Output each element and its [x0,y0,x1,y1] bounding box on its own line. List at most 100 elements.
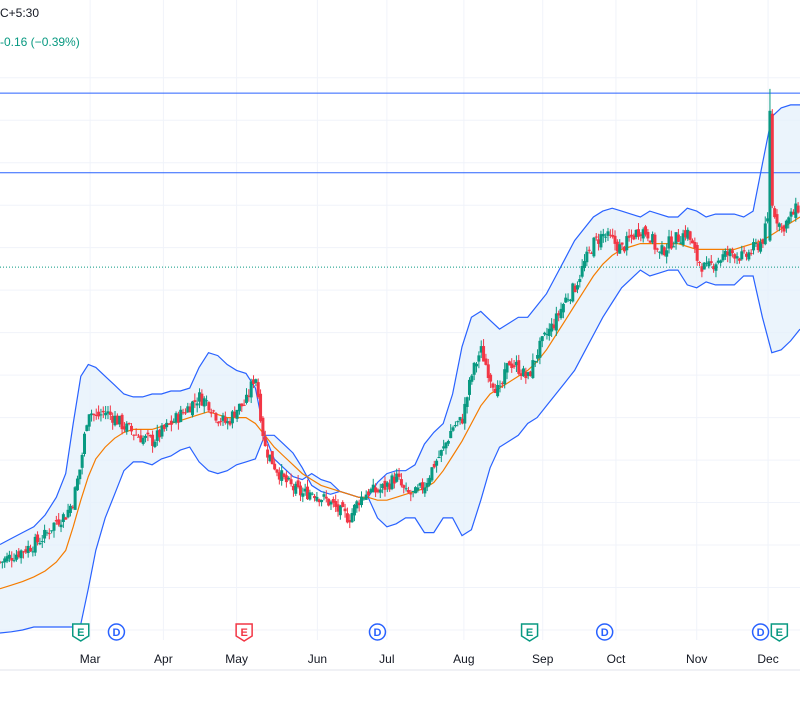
candle-body [615,241,619,252]
candle-body [313,495,317,499]
candle-body [627,235,631,238]
event-letter: D [112,627,120,639]
candle-body [557,313,561,316]
candles [0,88,800,569]
candle-body [139,435,143,443]
candle-body [794,203,798,218]
candle-body [543,332,547,335]
candle-body [714,264,718,271]
timezone-label: C+5:30 [0,6,40,20]
candle-body [578,279,582,283]
candle-body [432,463,436,468]
candle-body [275,469,279,473]
candle-body [223,417,227,423]
candle-body [57,519,61,525]
candle-body [669,236,673,249]
candle-body [59,524,63,528]
candle-body [205,400,209,402]
candle-body [108,411,112,415]
candle-body [273,463,277,470]
candle-body [416,487,420,491]
candle-body [446,440,450,444]
candle-body [186,406,190,413]
candle-body [599,234,603,248]
candle-body [665,250,669,257]
candle-body [529,371,533,377]
candle-body [345,513,349,523]
candle-body [29,547,33,552]
candle-body [674,232,678,244]
candle-body [226,421,230,424]
candle-body [3,558,7,563]
candle-body [777,223,781,227]
candle-body [90,413,94,416]
candle-body [740,251,744,260]
candle-body [129,425,133,432]
candle-body [784,220,788,229]
candle-body [705,262,709,264]
horizontal-lines[interactable] [0,92,800,268]
candle-body [120,414,124,430]
candle-body [261,417,265,437]
candle-body [559,308,563,319]
candle-body [540,336,544,342]
candle-body [592,237,596,257]
candle-body [221,415,225,421]
candle-body [228,421,232,425]
candle-body [618,244,622,254]
candle-body [428,477,432,485]
candle-body [782,225,786,232]
candle-body [5,556,9,562]
candle-body [676,234,680,242]
candle-body [141,437,145,444]
candle-body [83,433,87,454]
basis-line [0,216,800,590]
candle-body [315,496,319,501]
candle-body [298,485,302,496]
candle-body [587,249,591,251]
candle-body [45,532,49,534]
candle-body [244,394,248,403]
candle-body [190,401,194,416]
earnings-marker: E [72,623,90,642]
candle-body [7,554,11,559]
candle-body [134,434,138,436]
candle-body [747,252,751,260]
candle-body [686,229,690,239]
candle-body [151,434,155,446]
candle-body [597,239,601,244]
candle-body [331,499,335,503]
candle-body [707,261,711,267]
candle-body [590,252,594,254]
candle-body [0,561,4,563]
candle-body [796,205,800,213]
candle-body [479,346,483,353]
candle-body [172,421,176,423]
candle-body [679,242,683,244]
candle-body [240,403,244,407]
candle-body [644,226,648,235]
candle-body [115,415,119,425]
candle-body [237,403,241,412]
candle-body [350,512,354,523]
candle-body [568,299,572,301]
candle-body [531,360,535,378]
candle-body [442,446,446,449]
candle-body [690,240,694,244]
candle-body [310,493,314,495]
candle-body [444,442,448,449]
candle-body [606,231,610,236]
candle-body [693,242,697,249]
candle-body [425,482,429,488]
candle-body [524,371,528,379]
dividend-marker: D [368,623,387,641]
candle-body [284,475,288,483]
candle-body [85,425,89,432]
candle-body [639,234,643,236]
candle-body [383,480,387,490]
candle-body [437,457,441,459]
candle-body [514,361,518,366]
candle-body [12,560,16,562]
